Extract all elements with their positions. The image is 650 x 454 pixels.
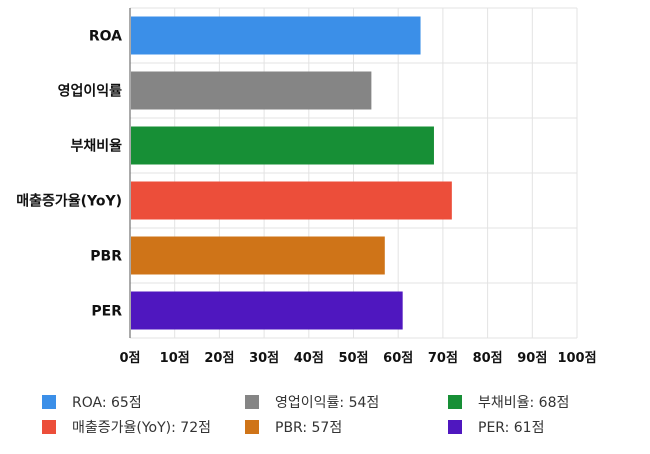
y-tick-label: PBR xyxy=(90,249,122,265)
legend-swatch xyxy=(245,395,259,409)
y-tick-label: PER xyxy=(91,304,122,320)
bar xyxy=(131,236,385,275)
legend-swatch xyxy=(42,420,56,434)
x-tick-label: 90점 xyxy=(517,351,547,366)
x-tick-label: 20점 xyxy=(204,351,234,366)
x-tick-label: 80점 xyxy=(473,351,503,366)
bar xyxy=(131,16,421,55)
x-tick-label: 50점 xyxy=(338,351,368,366)
legend-swatch xyxy=(42,395,56,409)
legend-item-pbr: PBR: 57점 xyxy=(245,419,343,436)
legend-label: 매출증가율(YoY): 72점 xyxy=(72,420,211,436)
x-tick-label: 0점 xyxy=(119,351,140,366)
x-tick-label: 30점 xyxy=(249,351,279,366)
bar xyxy=(131,181,452,220)
legend-label: PER: 61점 xyxy=(478,420,545,436)
x-tick-label: 60점 xyxy=(383,351,413,366)
y-tick-label: ROA xyxy=(89,29,122,45)
legend-item-revenue-growth: 매출증가율(YoY): 72점 xyxy=(42,419,211,436)
bar xyxy=(131,71,372,110)
x-tick-label: 70점 xyxy=(428,351,458,366)
bar xyxy=(131,291,403,330)
legend-item-roa: ROA: 65점 xyxy=(42,394,142,411)
legend-swatch xyxy=(245,420,259,434)
legend-swatch xyxy=(448,395,462,409)
y-tick-label: 영업이익률 xyxy=(58,83,123,100)
legend-label: PBR: 57점 xyxy=(275,420,343,436)
x-tick-label: 10점 xyxy=(160,351,190,366)
legend-item-operating-margin: 영업이익률: 54점 xyxy=(245,394,380,411)
legend-item-per: PER: 61점 xyxy=(448,419,545,436)
legend-label: 영업이익률: 54점 xyxy=(275,395,380,411)
legend-label: ROA: 65점 xyxy=(72,395,142,411)
y-tick-label: 매출증가율(YoY) xyxy=(16,193,122,210)
bar xyxy=(131,126,434,165)
legend-label: 부채비율: 68점 xyxy=(478,395,570,411)
x-tick-label: 100점 xyxy=(557,351,596,366)
x-tick-label: 40점 xyxy=(294,351,324,366)
legend-swatch xyxy=(448,420,462,434)
y-tick-label: 부채비율 xyxy=(70,138,122,155)
legend-item-debt-ratio: 부채비율: 68점 xyxy=(448,394,570,411)
